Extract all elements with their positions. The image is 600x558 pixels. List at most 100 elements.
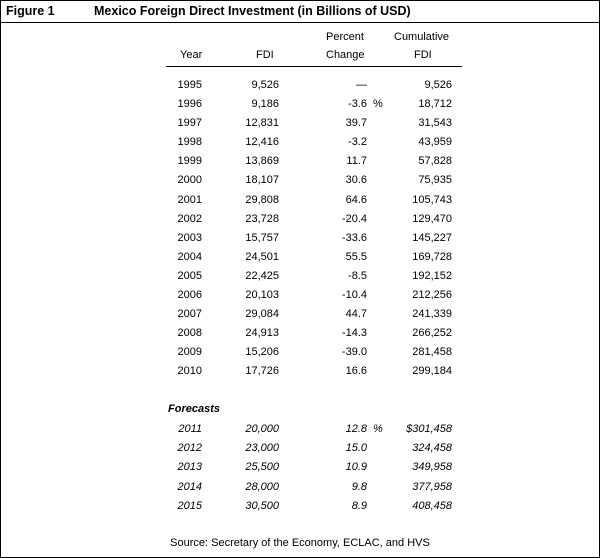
cumulative-fdi-cell: $301,458 — [406, 423, 452, 435]
year-cell: 2014 — [177, 480, 202, 493]
table-row: 1998 12,416 -3.2 43,959 — [168, 133, 452, 152]
table-row: 1997 12,831 39.7 31,543 — [168, 114, 452, 133]
table-row: 2011 20,000 12.8% $301,458 — [168, 420, 452, 439]
percent-unit-cell — [367, 171, 387, 190]
fdi-cell: 20,000 — [245, 423, 279, 435]
fdi-cell: 24,501 — [245, 250, 279, 263]
year-cell: 2012 — [177, 442, 202, 455]
table-row: 2005 22,425 -8.5 192,152 — [168, 267, 452, 286]
percent-unit-cell — [367, 133, 387, 152]
percent-change-cell: -39.0 — [341, 346, 367, 359]
percent-unit-cell — [367, 229, 387, 248]
header-cumulative-line1: Cumulative — [394, 31, 450, 43]
percent-unit-cell — [367, 458, 387, 477]
table-row: 2003 15,757 -33.6 145,227 — [168, 229, 452, 248]
year-cell: 1996 — [177, 98, 202, 111]
year-cell: 2002 — [177, 212, 202, 225]
header-percent-line1: Percent — [326, 31, 364, 43]
year-cell: 2004 — [177, 250, 202, 263]
fdi-cell: 18,107 — [245, 174, 279, 187]
fdi-cell: 29,084 — [245, 308, 279, 321]
table-row: 2009 15,206 -39.0 281,458 — [168, 343, 452, 362]
forecast-label: Forecasts — [168, 403, 220, 415]
figure-label: Figure 1 — [6, 4, 55, 18]
fdi-cell: 30,500 — [245, 499, 279, 512]
cumulative-fdi-cell: 212,256 — [412, 289, 452, 302]
table-row: 2012 23,000 15.0 324,458 — [168, 439, 452, 458]
table-row: 2010 17,726 16.6 299,184 — [168, 362, 452, 381]
cumulative-fdi-cell: 43,959 — [418, 136, 452, 149]
percent-change-cell: 12.8 — [345, 423, 367, 435]
fdi-cell: 12,831 — [245, 117, 279, 130]
percent-unit-cell — [367, 267, 387, 286]
percent-change-cell: 55.5 — [345, 250, 367, 263]
figure-title: Mexico Foreign Direct Investment (in Bil… — [94, 4, 411, 18]
percent-unit-cell — [367, 362, 387, 381]
fdi-cell: 12,416 — [245, 136, 279, 149]
fdi-cell: 15,206 — [245, 346, 279, 359]
percent-change-cell: -10.4 — [341, 289, 367, 302]
header-fdi: FDI — [256, 49, 274, 61]
percent-unit-cell — [367, 286, 387, 305]
cumulative-fdi-cell: 9,526 — [424, 79, 452, 91]
table-row: 2013 25,500 10.9 349,958 — [168, 458, 452, 477]
percent-change-cell: -3.6 — [348, 98, 367, 111]
cumulative-fdi-cell: 129,470 — [412, 212, 452, 225]
year-cell: 2011 — [178, 423, 202, 435]
forecast-table: 2011 20,000 12.8% $301,458 2012 23,000 15.0 324… — [168, 420, 452, 516]
year-cell: 2013 — [177, 461, 202, 474]
table-row: 1996 9,186 -3.6% 18,712 — [168, 95, 452, 114]
percent-change-cell: 10.9 — [345, 461, 367, 474]
percent-change-cell: 16.6 — [345, 365, 367, 378]
fdi-cell: 25,500 — [245, 461, 279, 474]
year-cell: 2001 — [177, 193, 202, 206]
year-cell: 2003 — [177, 231, 202, 244]
cumulative-fdi-cell: 18,712 — [418, 98, 452, 111]
header-rule — [166, 66, 462, 67]
percent-change-cell: -20.4 — [341, 212, 367, 225]
percent-change-cell: 15.0 — [345, 442, 367, 455]
fdi-cell: 13,869 — [245, 155, 279, 168]
fdi-cell: 28,000 — [245, 480, 279, 493]
percent-unit-cell — [367, 76, 387, 95]
cumulative-fdi-cell: 75,935 — [418, 174, 452, 187]
cumulative-fdi-cell: 145,227 — [412, 231, 452, 244]
percent-unit-cell — [367, 305, 387, 324]
table-row: 2000 18,107 30.6 75,935 — [168, 171, 452, 190]
table-row: 2006 20,103 -10.4 212,256 — [168, 286, 452, 305]
percent-change-cell: -14.3 — [341, 327, 367, 340]
percent-unit-cell — [367, 114, 387, 133]
fdi-cell: 9,526 — [251, 79, 279, 91]
year-cell: 1999 — [177, 155, 202, 168]
fdi-cell: 23,000 — [245, 442, 279, 455]
year-cell: 1997 — [177, 117, 202, 130]
cumulative-fdi-cell: 31,543 — [418, 117, 452, 130]
cumulative-fdi-cell: 299,184 — [412, 365, 452, 378]
cumulative-fdi-cell: 377,958 — [412, 480, 452, 493]
table-row: 2001 29,808 64.6 105,743 — [168, 191, 452, 210]
percent-unit-cell — [367, 343, 387, 362]
cumulative-fdi-cell: 105,743 — [412, 193, 452, 206]
percent-change-cell: 30.6 — [345, 174, 367, 187]
percent-unit-cell — [367, 497, 387, 516]
year-cell: 2006 — [177, 289, 202, 302]
percent-unit-cell — [367, 152, 387, 171]
table-row: 2015 30,500 8.9 408,458 — [168, 497, 452, 516]
percent-unit-cell — [367, 324, 387, 343]
cumulative-fdi-cell: 192,152 — [412, 269, 452, 282]
cumulative-fdi-cell: 169,728 — [412, 250, 452, 263]
year-cell: 2000 — [177, 174, 202, 187]
percent-change-cell: 39.7 — [345, 117, 367, 130]
title-bar: Figure 1 Mexico Foreign Direct Investmen… — [0, 0, 600, 23]
year-cell: 2008 — [177, 327, 202, 340]
cumulative-fdi-cell: 349,958 — [412, 461, 452, 474]
percent-change-cell: 8.9 — [351, 499, 367, 512]
fdi-cell: 24,913 — [245, 327, 279, 340]
percent-change-cell: -8.5 — [348, 269, 367, 282]
header-cumulative-line2: FDI — [414, 49, 432, 61]
percent-change-cell: — — [356, 79, 367, 91]
historical-table: 1995 9,526—9,526 1996 9,186 -3.6% 18,712 1997 1… — [168, 76, 452, 382]
cumulative-fdi-cell: 324,458 — [412, 442, 452, 455]
header-year: Year — [180, 49, 203, 61]
percent-unit-cell — [367, 478, 387, 497]
